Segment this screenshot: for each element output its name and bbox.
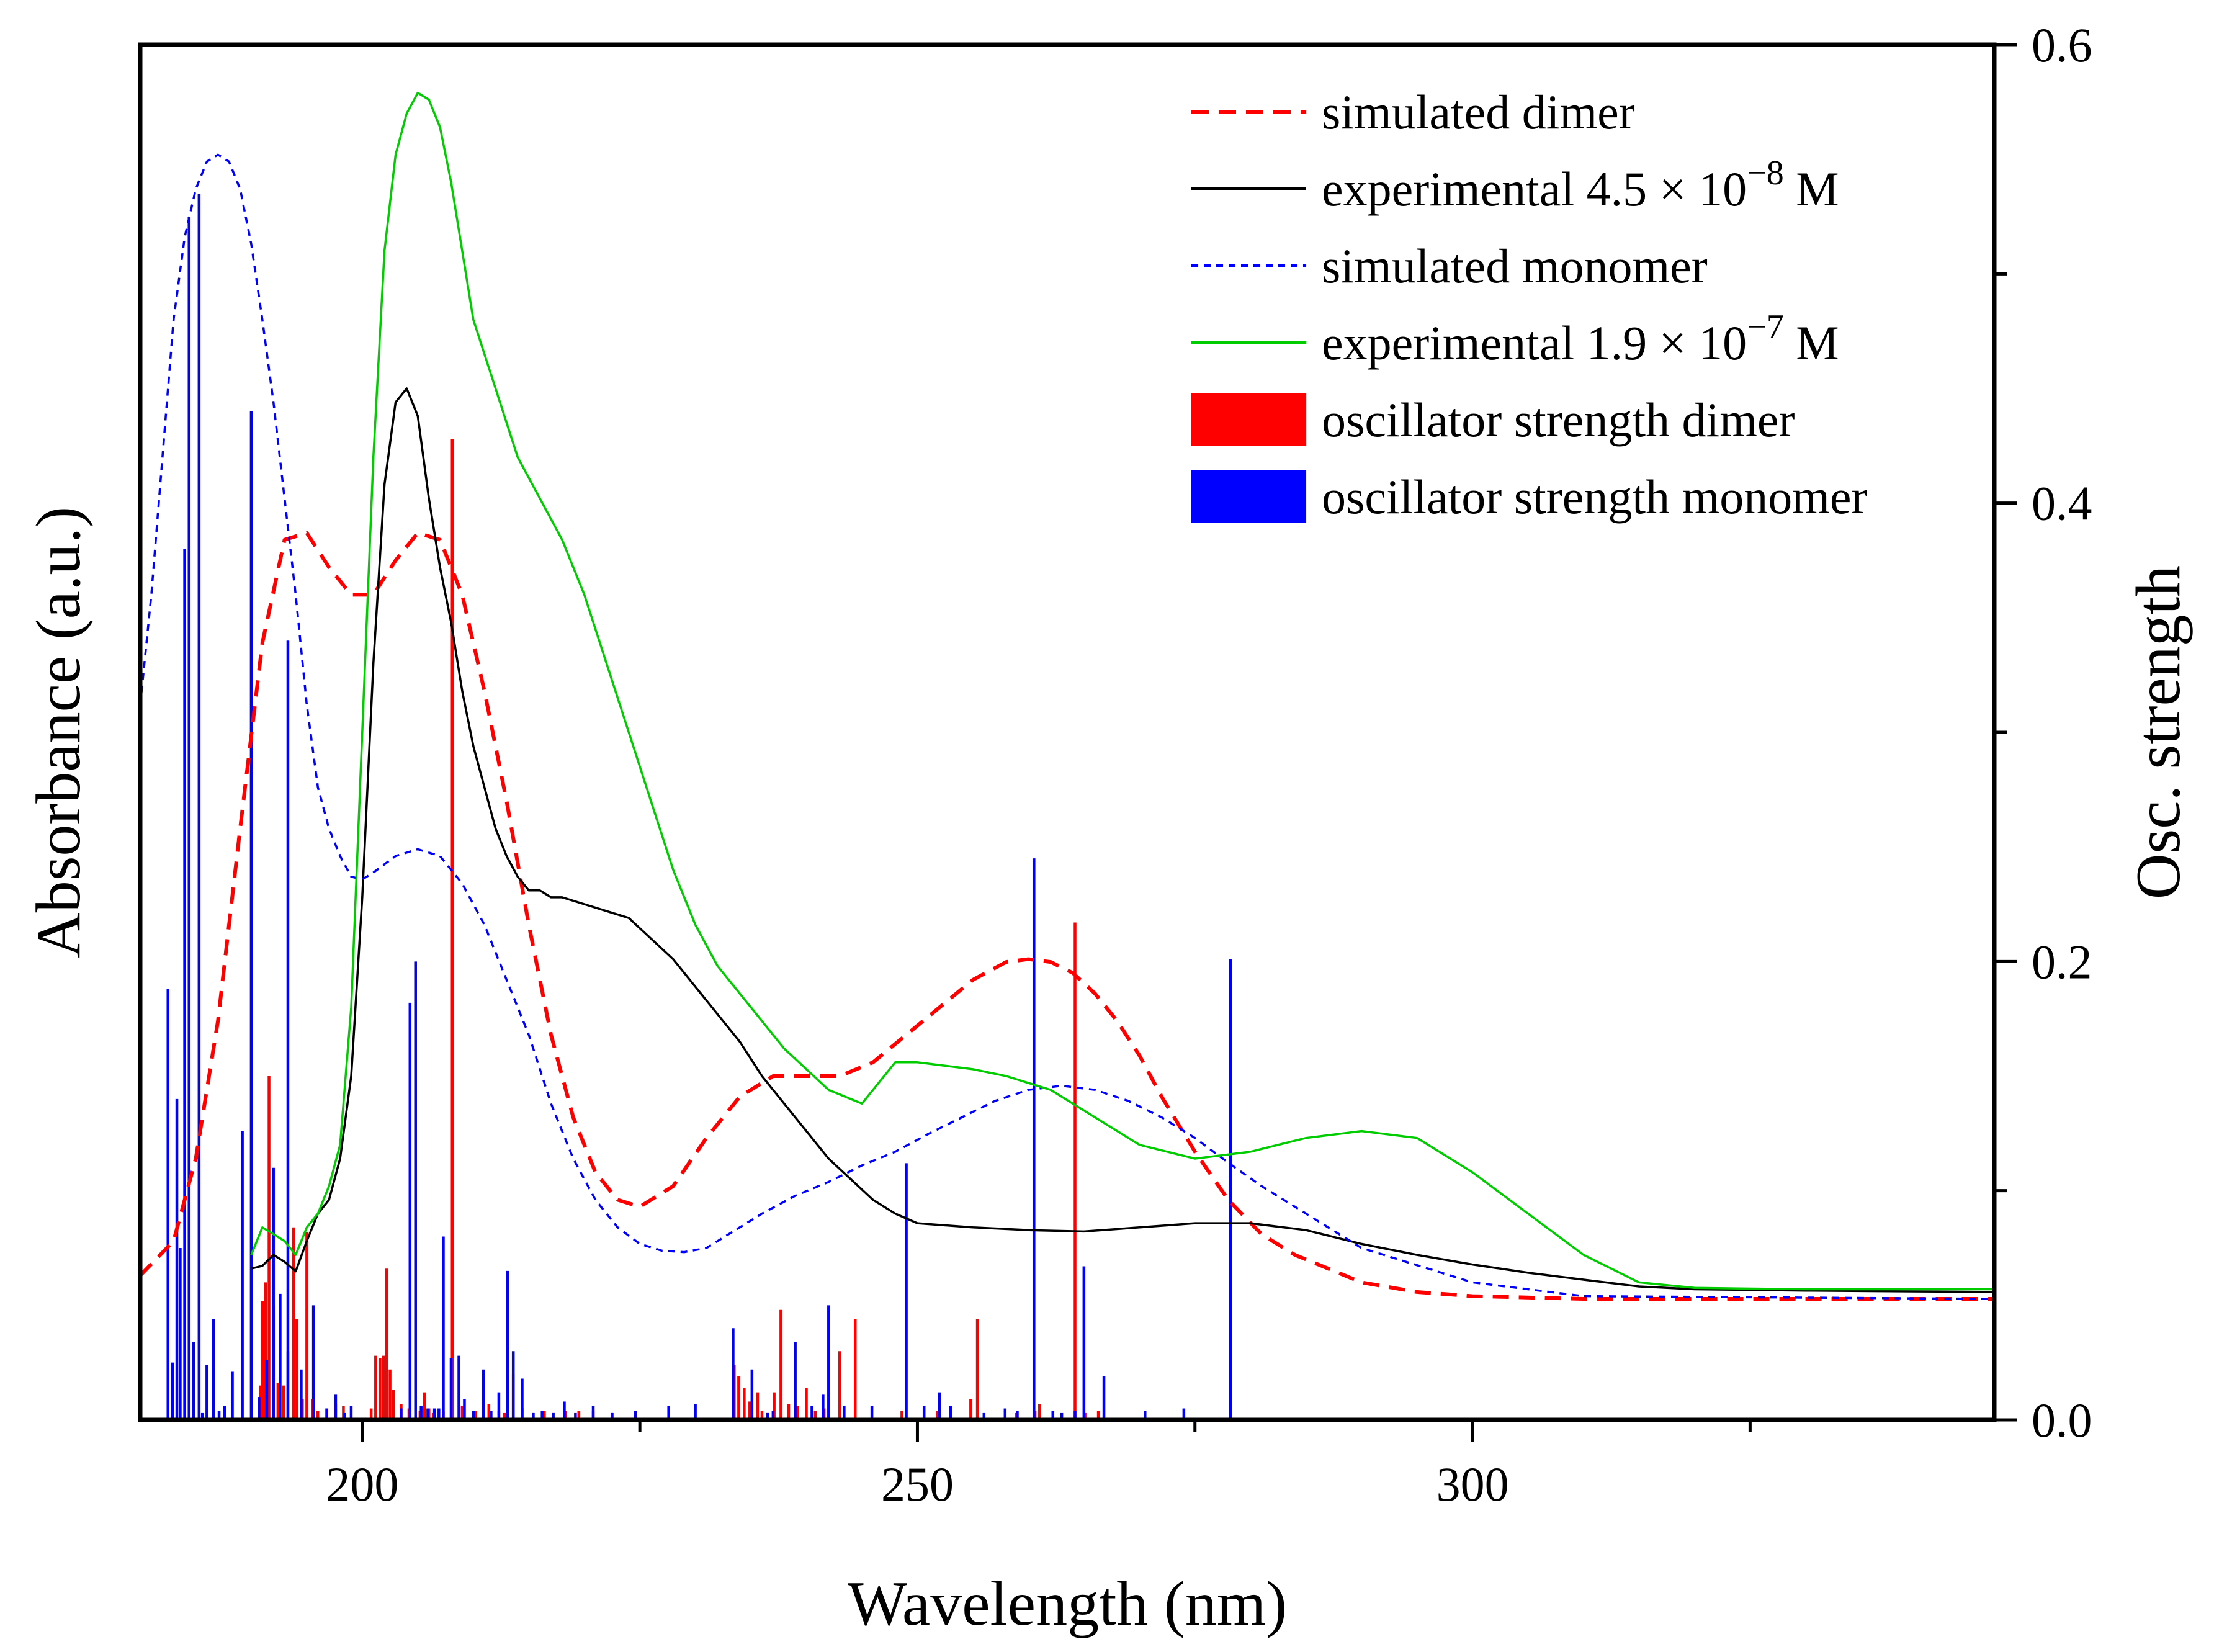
legend-label-text: experimental 4.5 × 10 xyxy=(1322,162,1747,216)
x-tick-label: 200 xyxy=(326,1457,398,1511)
legend-item-oscillator-strength-monomer: oscillator strength monomer xyxy=(1191,470,1868,524)
plot-area xyxy=(140,91,1994,1420)
legend-item-oscillator-strength-dimer: oscillator strength dimer xyxy=(1191,393,1795,447)
y-axis-right: 0.0 0.2 0.4 0.6 xyxy=(1994,18,2092,1447)
legend-label: simulated dimer xyxy=(1322,85,1635,139)
legend-label-text: simulated dimer xyxy=(1322,85,1635,139)
legend-item-simulated-dimer: simulated dimer xyxy=(1191,85,1635,139)
y-axis-right-title: Osc. strength xyxy=(2123,565,2194,899)
x-axis: 200 250 300 xyxy=(326,1420,1752,1511)
legend-label: oscillator strength monomer xyxy=(1322,470,1868,524)
legend-label-unit: M xyxy=(1784,316,1839,370)
y-right-tick-label: 0.6 xyxy=(2032,18,2092,72)
x-axis-title: Wavelength (nm) xyxy=(848,1569,1287,1639)
legend-label-text: experimental 1.9 × 10 xyxy=(1322,316,1747,370)
legend-label-text: simulated monomer xyxy=(1322,239,1708,293)
legend-label: oscillator strength dimer xyxy=(1322,393,1795,447)
y-right-tick-label: 0.4 xyxy=(2032,477,2092,531)
legend-label: experimental 1.9 × 10−7 M xyxy=(1322,308,1839,370)
legend-label-unit: M xyxy=(1784,162,1839,216)
series-line-simulated-dimer xyxy=(140,531,1994,1301)
legend-swatch xyxy=(1191,393,1306,446)
legend-label: experimental 4.5 × 10−8 M xyxy=(1322,154,1839,216)
y-axis-left-title: Absorbance (a.u.) xyxy=(24,506,94,958)
legend-label-exponent: −8 xyxy=(1747,154,1784,192)
x-tick-label: 250 xyxy=(881,1457,954,1511)
legend-item-experimental-4-5-10-8-m: experimental 4.5 × 10−8 M xyxy=(1191,154,1839,216)
y-right-tick-label: 0.0 xyxy=(2032,1393,2092,1447)
series-line-experimental-4-5-10-8-m xyxy=(251,387,1994,1293)
y-right-tick-label: 0.2 xyxy=(2032,935,2092,989)
legend: simulated dimer experimental 4.5 × 10−8 M… xyxy=(1191,85,1868,524)
legend-item-experimental-1-9-10-7-m: experimental 1.9 × 10−7 M xyxy=(1191,308,1839,370)
legend-label: simulated monomer xyxy=(1322,239,1708,293)
legend-item-simulated-monomer: simulated monomer xyxy=(1191,239,1708,293)
x-tick-label: 300 xyxy=(1436,1457,1509,1511)
series-line-simulated-monomer xyxy=(140,153,1994,1300)
legend-label-exponent: −7 xyxy=(1747,308,1784,346)
legend-label-text: oscillator strength monomer xyxy=(1322,470,1868,524)
legend-swatch xyxy=(1191,470,1306,523)
stick-series-oscillator-strength-monomer xyxy=(166,194,1232,1420)
line-series-group xyxy=(140,91,1994,1301)
legend-label-text: oscillator strength dimer xyxy=(1322,393,1795,447)
series-line-experimental-1-9-10-7-m xyxy=(250,91,1994,1291)
